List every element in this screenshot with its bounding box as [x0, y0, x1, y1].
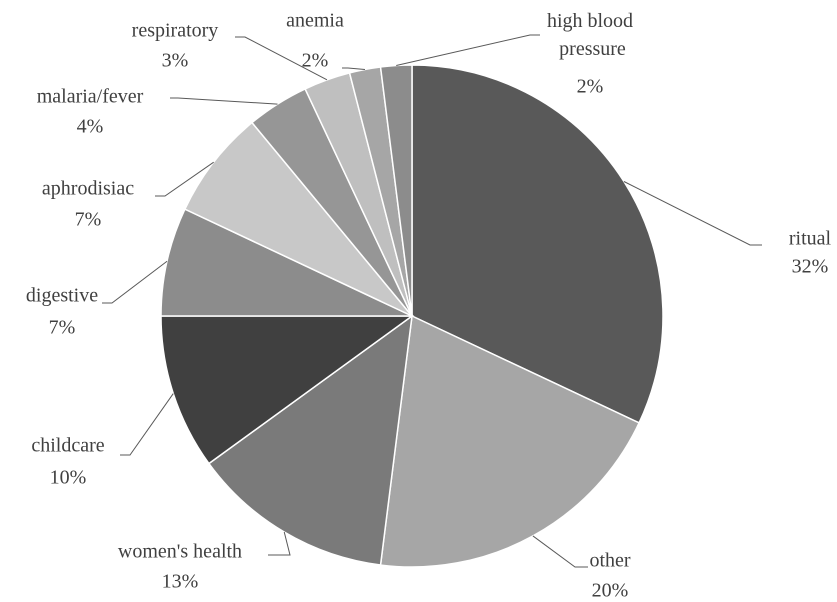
- leader-line: [120, 393, 174, 456]
- category-label: respiratory: [132, 20, 219, 42]
- pie-slice: [160, 208, 413, 317]
- category-label: aphrodisiac: [42, 178, 134, 200]
- leader-line: [102, 260, 168, 304]
- value-label: 13%: [162, 571, 199, 593]
- category-label: childcare: [31, 435, 104, 457]
- category-label: women's health: [118, 541, 242, 563]
- category-label: digestive: [26, 285, 98, 307]
- label-line: pressure: [554, 38, 626, 60]
- pie-slice: [379, 64, 413, 317]
- pie-slice: [207, 314, 413, 566]
- pie-slice: [411, 64, 664, 424]
- value-label: 7%: [75, 209, 102, 231]
- leader-line: [235, 36, 328, 81]
- category-label: malaria/fever: [37, 86, 144, 108]
- leader-line: [342, 67, 366, 70]
- pie-slice: [183, 121, 413, 317]
- leader-line: [532, 535, 588, 568]
- value-label: 7%: [49, 317, 76, 339]
- leader-line: [396, 34, 540, 66]
- value-label: 3%: [162, 50, 189, 72]
- category-label: ritual: [789, 228, 832, 250]
- leader-line: [623, 181, 762, 246]
- leader-line: [170, 97, 278, 105]
- category-label: other: [589, 550, 630, 572]
- pie-slice: [160, 315, 415, 465]
- value-label: 32%: [792, 256, 829, 278]
- leader-line: [155, 161, 214, 197]
- value-label: 10%: [50, 467, 87, 489]
- value-label: 20%: [592, 580, 629, 602]
- value-label: 2%: [302, 50, 329, 72]
- label-line: high blood: [547, 10, 633, 32]
- leader-line: [268, 531, 291, 556]
- category-label: high blood pressure: [547, 10, 633, 60]
- value-label: 2%: [577, 76, 604, 98]
- value-label: 4%: [77, 116, 104, 138]
- category-label: anemia: [286, 10, 344, 32]
